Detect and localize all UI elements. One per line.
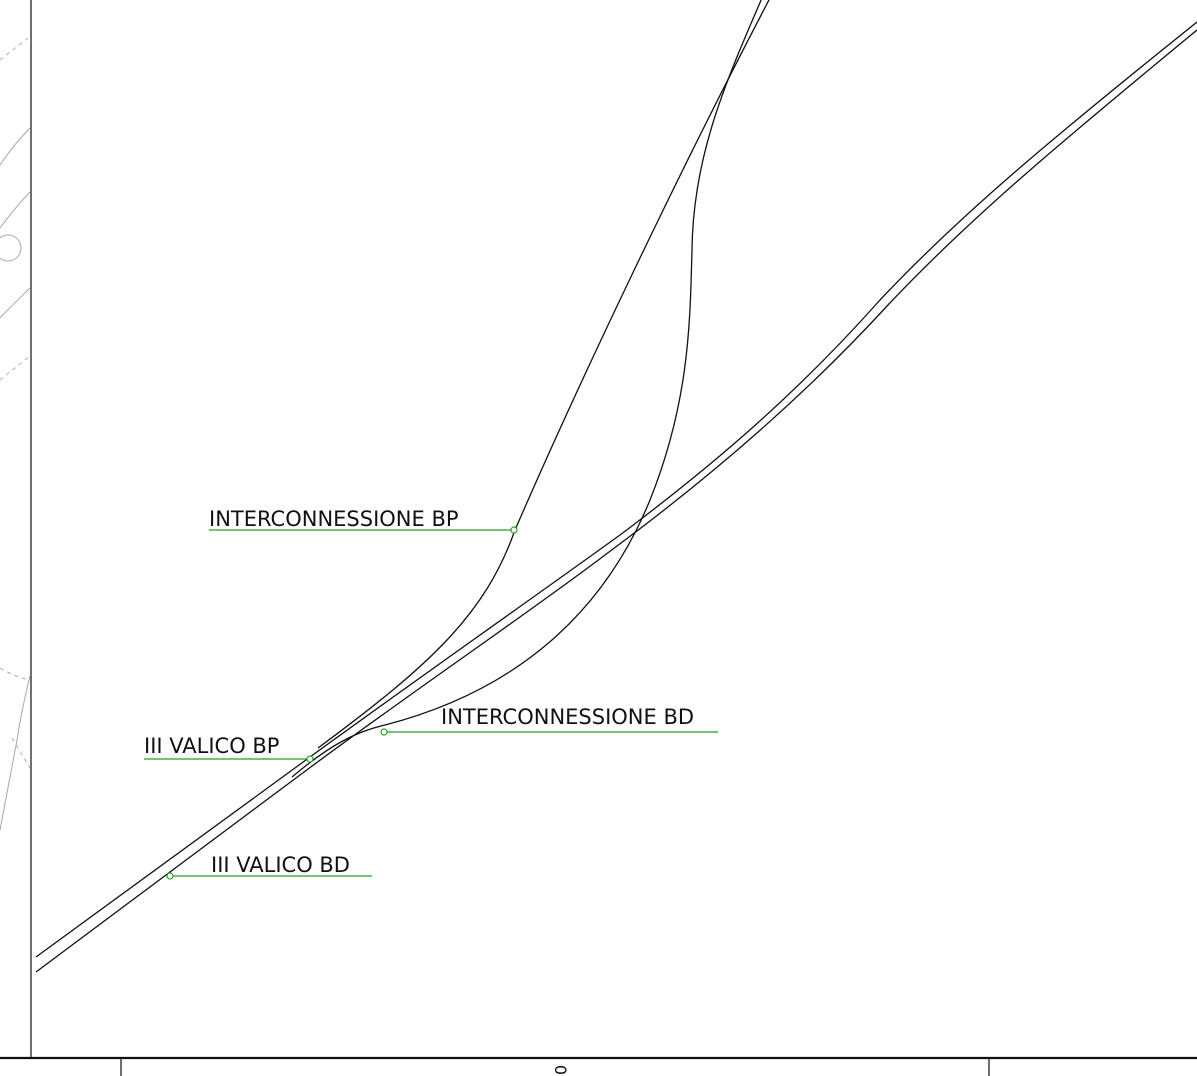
label-interconnessione-bp: INTERCONNESSIONE BP xyxy=(209,507,459,531)
bg-circle xyxy=(0,234,22,262)
marker-iii-valico-bd xyxy=(166,872,174,880)
marker-iii-valico-bp xyxy=(306,755,314,763)
bg-dashed-line-2 xyxy=(0,355,31,381)
bg-curve-3 xyxy=(0,287,31,319)
track-interconnessione-bp xyxy=(317,0,770,749)
track-iii-valico-bd xyxy=(35,29,1197,973)
track-interconnessione-bd xyxy=(291,0,762,778)
track-alignments xyxy=(35,0,1197,973)
track-iii-valico-bp xyxy=(35,21,1197,958)
bg-dashed-line-3 xyxy=(0,667,31,681)
bottom-marker-text: 0 xyxy=(551,1065,570,1075)
label-iii-valico-bp: III VALICO BP xyxy=(144,734,279,758)
marker-interconnessione-bd xyxy=(380,728,388,736)
bg-curve-2 xyxy=(0,191,31,229)
label-leaders xyxy=(144,526,718,880)
bg-line-4 xyxy=(0,675,31,831)
bg-dashed-line-1 xyxy=(0,37,29,61)
marker-interconnessione-bp xyxy=(510,526,518,534)
track-labels: INTERCONNESSIONE BP INTERCONNESSIONE BD … xyxy=(144,507,694,877)
bg-dashed-line-4 xyxy=(11,737,31,769)
label-interconnessione-bd: INTERCONNESSIONE BD xyxy=(441,705,694,729)
label-iii-valico-bd: III VALICO BD xyxy=(211,853,350,877)
bg-curve-1 xyxy=(0,127,31,166)
background-geometry xyxy=(0,37,31,831)
